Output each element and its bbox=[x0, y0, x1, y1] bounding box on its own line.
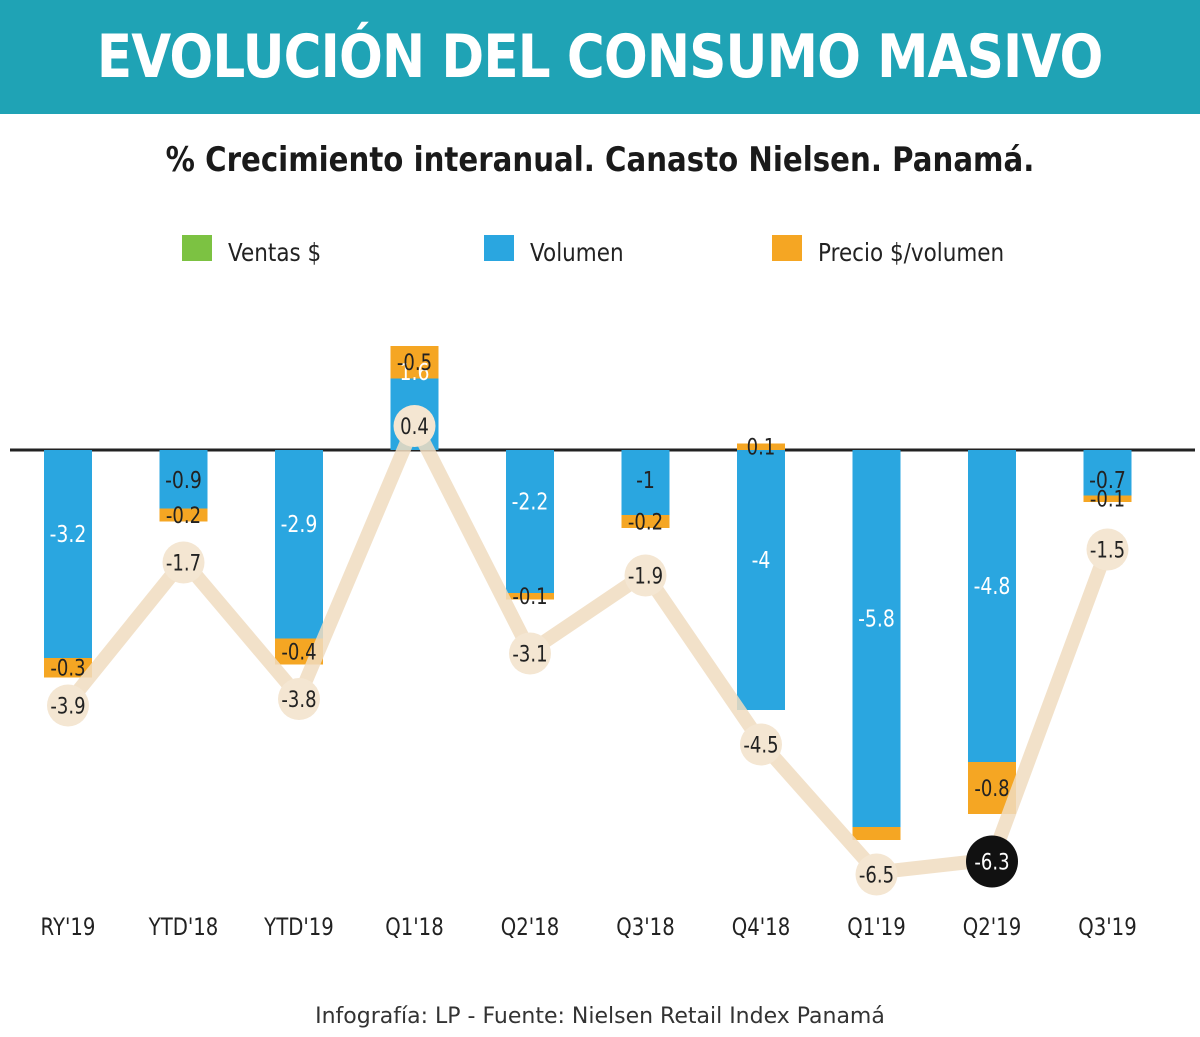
source-footer: Infografía: LP - Fuente: Nielsen Retail … bbox=[315, 1004, 885, 1029]
volumen-label-6: -4 bbox=[752, 546, 771, 573]
volumen-label-7: -5.8 bbox=[858, 605, 895, 632]
ventas-point-7 bbox=[855, 853, 898, 896]
ventas-label-3: 0.4 bbox=[400, 413, 429, 439]
ventas-line bbox=[61, 417, 1115, 880]
ventas-point-9 bbox=[1086, 528, 1129, 571]
precio-bar-6 bbox=[737, 443, 785, 450]
volumen-bar-1 bbox=[159, 450, 208, 509]
page-title: EVOLUCIÓN DEL CONSUMO MASIVO bbox=[97, 22, 1104, 92]
volumen-label-0: -3.2 bbox=[50, 520, 87, 547]
volumen-bar-5 bbox=[621, 450, 670, 515]
precio-label-4: -0.1 bbox=[512, 583, 547, 609]
chart-subtitle: % Crecimiento interanual. Canasto Nielse… bbox=[165, 140, 1035, 180]
ventas-label-0: -3.9 bbox=[50, 693, 85, 719]
ventas-label-7: -6.5 bbox=[859, 862, 894, 888]
title-banner: EVOLUCIÓN DEL CONSUMO MASIVO bbox=[0, 0, 1200, 114]
legend-swatch-precio bbox=[772, 234, 802, 261]
legend-item-volumen: Volumen bbox=[484, 234, 639, 267]
volumen-label-9: -0.7 bbox=[1089, 466, 1126, 493]
precio-label-6: 0.1 bbox=[747, 434, 776, 460]
ventas-point-5 bbox=[624, 554, 667, 597]
precio-bar-9 bbox=[1083, 495, 1132, 502]
precio-label-9: -0.1 bbox=[1090, 486, 1125, 512]
chart-area: -3.9 -1.7 -3.8 0.4 -3.1 -1.9 -4.5 -6.5 -6.3 -1.5 -… bbox=[10, 346, 1195, 942]
legend-label-ventas: Ventas $ bbox=[228, 238, 322, 267]
precio-bar-3 bbox=[390, 346, 439, 379]
legend-item-precio: Precio $/volumen bbox=[772, 234, 1034, 267]
precio-bar-5 bbox=[621, 515, 670, 528]
precio-label-0: -0.3 bbox=[50, 655, 85, 681]
category-label-2: YTD'19 bbox=[263, 914, 334, 941]
precio-bar-7 bbox=[852, 827, 901, 840]
category-label-4: Q2'18 bbox=[501, 914, 559, 941]
category-label-6: Q4'18 bbox=[732, 914, 790, 941]
precio-label-5: -0.2 bbox=[628, 509, 663, 535]
category-label-5: Q3'18 bbox=[616, 914, 674, 941]
ventas-point-6 bbox=[740, 723, 782, 766]
ventas-label-9: -1.5 bbox=[1090, 537, 1125, 563]
precio-bar-4 bbox=[506, 593, 554, 600]
category-label-7: Q1'19 bbox=[847, 914, 905, 941]
category-label-0: RY'19 bbox=[41, 914, 96, 941]
ventas-label-5: -1.9 bbox=[628, 563, 663, 589]
volumen-bar-6 bbox=[737, 450, 785, 710]
volumen-label-2: -2.9 bbox=[281, 510, 318, 537]
legend: Ventas $ Volumen Precio $/volumen bbox=[0, 234, 1200, 278]
ventas-point-8 bbox=[966, 835, 1018, 888]
volumen-label-4: -2.2 bbox=[512, 488, 549, 515]
volumen-bar-7 bbox=[852, 450, 901, 827]
precio-label-8: -0.8 bbox=[974, 775, 1009, 801]
ventas-label-8: -6.3 bbox=[974, 849, 1009, 875]
category-label-9: Q3'19 bbox=[1078, 914, 1136, 941]
ventas-label-2: -3.8 bbox=[281, 686, 316, 712]
volumen-bar-8 bbox=[968, 450, 1016, 762]
ventas-label-4: -3.1 bbox=[512, 641, 547, 667]
precio-label-1: -0.2 bbox=[166, 502, 201, 528]
volumen-label-8: -4.8 bbox=[974, 572, 1011, 599]
ventas-label-6: -4.5 bbox=[743, 732, 778, 758]
legend-label-volumen: Volumen bbox=[530, 238, 624, 267]
ventas-point-2 bbox=[278, 678, 320, 720]
legend-label-precio: Precio $/volumen bbox=[818, 238, 1005, 267]
category-label-3: Q1'18 bbox=[385, 914, 443, 941]
precio-bar-0 bbox=[44, 658, 92, 678]
ventas-point-1 bbox=[162, 541, 205, 584]
precio-bar-1 bbox=[159, 508, 208, 522]
ventas-point-0 bbox=[47, 684, 89, 727]
category-label-1: YTD'18 bbox=[148, 914, 219, 941]
legend-item-ventas: Ventas $ bbox=[182, 234, 336, 267]
ventas-point-4 bbox=[509, 632, 551, 675]
precio-label-2: -0.4 bbox=[281, 639, 316, 665]
volumen-bar-4 bbox=[506, 450, 554, 593]
legend-swatch-volumen bbox=[484, 234, 514, 261]
volumen-bar-9 bbox=[1083, 450, 1132, 496]
volumen-bar-2 bbox=[275, 450, 323, 639]
volumen-label-5: -1 bbox=[636, 466, 655, 493]
volumen-bar-0 bbox=[44, 450, 92, 658]
ventas-point-3 bbox=[393, 405, 436, 447]
category-label-8: Q2'19 bbox=[963, 914, 1021, 941]
legend-swatch-ventas bbox=[182, 234, 212, 261]
volumen-label-1: -0.9 bbox=[165, 466, 202, 493]
precio-label-3: -0.5 bbox=[397, 349, 432, 375]
volumen-label-3: 1.6 bbox=[400, 358, 430, 385]
ventas-label-1: -1.7 bbox=[166, 550, 201, 576]
